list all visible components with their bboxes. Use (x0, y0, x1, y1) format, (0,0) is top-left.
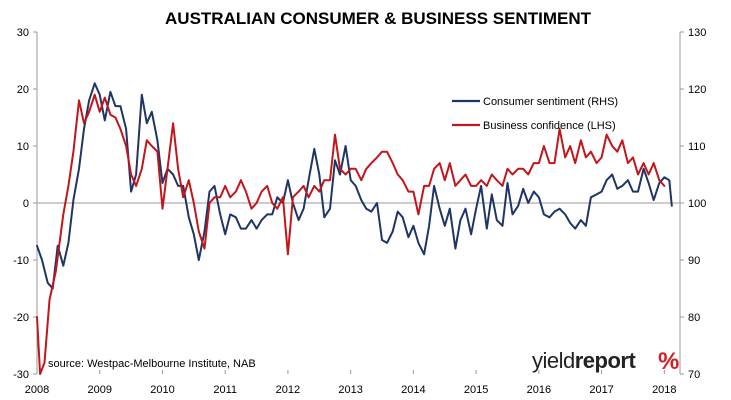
x-tick-label: 2008 (25, 384, 49, 396)
y-right-tick-label: 130 (688, 27, 706, 39)
x-tick-label: 2011 (213, 384, 237, 396)
logo-text-report: report (575, 348, 637, 373)
y-left-tick-label: 30 (17, 27, 29, 39)
x-tick-label: 2012 (276, 384, 300, 396)
series-lines (36, 82, 673, 375)
x-tick-label: 2014 (401, 384, 425, 396)
y-right-tick-label: 70 (688, 369, 700, 381)
source-note: source: Westpac-Melbourne Institute, NAB (48, 358, 256, 370)
consumer-sentiment-line (36, 82, 673, 290)
business-confidence-line (36, 93, 666, 375)
legend: Consumer sentiment (RHS) Business confid… (452, 96, 618, 132)
y-right-tick-label: 80 (688, 312, 700, 324)
y-left-tick-label: 20 (17, 84, 29, 96)
x-tick-label: 2018 (652, 384, 676, 396)
yieldreport-logo: yieldreport % (532, 348, 679, 375)
logo-percent-icon: % (658, 348, 679, 375)
y-axis-left: 30 20 10 0 -10 -20 -30 (13, 27, 37, 381)
x-tick-label: 2013 (338, 384, 362, 396)
legend-label-consumer: Consumer sentiment (RHS) (483, 96, 618, 108)
y-left-tick-label: 10 (17, 141, 29, 153)
x-tick-label: 2009 (87, 384, 111, 396)
x-tick-label: 2017 (589, 384, 613, 396)
y-left-tick-label: -30 (13, 369, 29, 381)
y-left-tick-label: 0 (23, 198, 29, 210)
y-axis-right: 130 120 110 100 90 80 70 (680, 27, 706, 381)
x-axis: 2008 2009 2010 2011 2012 2013 2014 2015 2016 2017… (25, 370, 677, 396)
logo-text-yield: yield (532, 348, 575, 373)
x-tick-label: 2010 (150, 384, 174, 396)
x-tick-label: 2016 (527, 384, 551, 396)
legend-label-business: Business confidence (LHS) (483, 120, 616, 132)
y-left-tick-label: -10 (13, 255, 29, 267)
y-left-tick-label: -20 (13, 312, 29, 324)
svg-text:yieldreport: yieldreport (532, 348, 636, 373)
axes (36, 32, 681, 374)
y-right-tick-label: 110 (688, 141, 706, 153)
chart-title: AUSTRALIAN CONSUMER & BUSINESS SENTIMENT (165, 9, 592, 28)
y-right-tick-label: 120 (688, 84, 706, 96)
x-tick-label: 2015 (464, 384, 488, 396)
y-right-tick-label: 90 (688, 255, 700, 267)
y-right-tick-label: 100 (688, 198, 706, 210)
